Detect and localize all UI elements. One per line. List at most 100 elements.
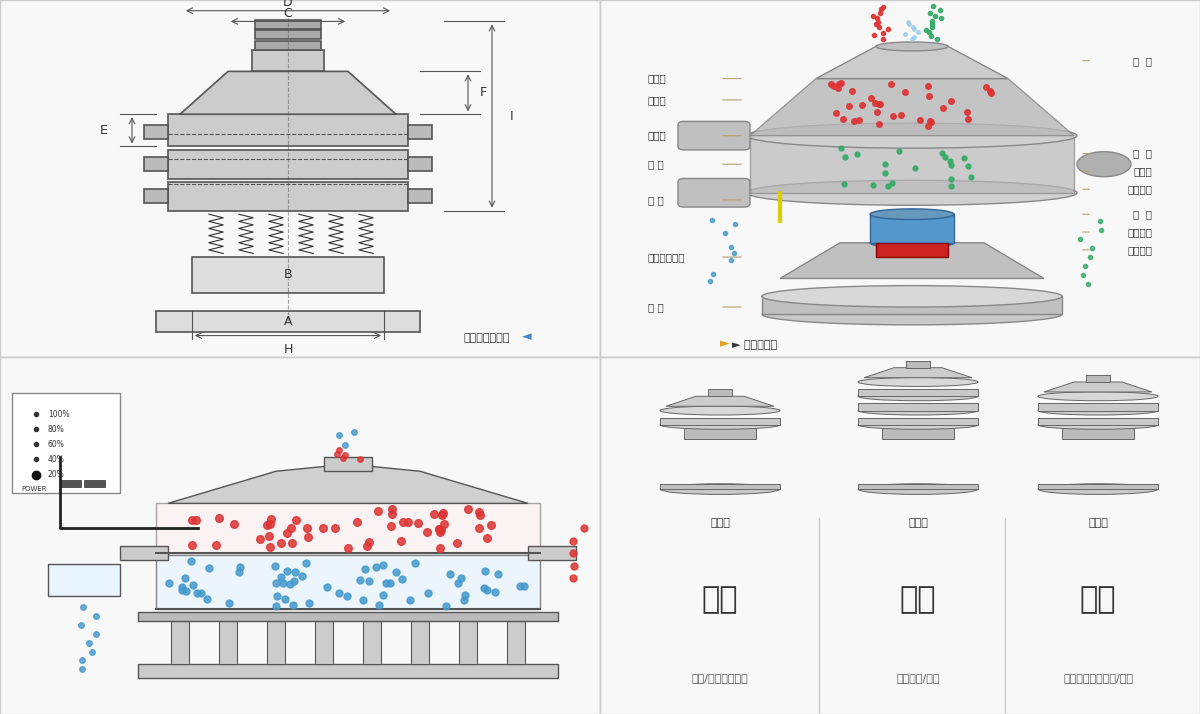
Text: 除雜: 除雜	[1080, 585, 1116, 614]
Bar	[256, 30, 322, 39]
Text: 運輸固定螺栓: 運輸固定螺栓	[648, 252, 685, 262]
Bar	[60, 480, 82, 487]
Bar	[144, 189, 168, 203]
Bar	[324, 457, 372, 471]
Text: I: I	[510, 109, 514, 123]
Ellipse shape	[762, 303, 1062, 325]
Ellipse shape	[746, 123, 1078, 148]
Bar	[138, 664, 558, 678]
Text: 60%: 60%	[48, 440, 65, 448]
Bar	[1038, 403, 1158, 411]
Text: 彈 簧: 彈 簧	[648, 195, 664, 205]
Ellipse shape	[1038, 421, 1158, 429]
Polygon shape	[750, 136, 1074, 193]
Ellipse shape	[858, 392, 978, 401]
Text: 網  架: 網 架	[1133, 149, 1152, 159]
Text: A: A	[283, 315, 293, 328]
Bar	[252, 50, 324, 71]
Ellipse shape	[870, 208, 954, 220]
Text: 上部重錘: 上部重錘	[1127, 184, 1152, 194]
Ellipse shape	[858, 406, 978, 415]
Text: 單層式: 單層式	[710, 518, 730, 528]
Text: ► 結構示意圖: ► 結構示意圖	[732, 340, 778, 350]
Bar	[528, 546, 576, 560]
Text: ►: ►	[720, 337, 730, 350]
Text: POWER: POWER	[22, 486, 47, 492]
Bar	[858, 418, 978, 425]
Bar	[138, 612, 558, 621]
Bar	[882, 425, 954, 439]
Bar	[876, 243, 948, 257]
Bar	[660, 418, 780, 425]
Polygon shape	[666, 396, 774, 406]
Polygon shape	[750, 79, 1074, 136]
Polygon shape	[168, 464, 528, 503]
Polygon shape	[816, 46, 1008, 79]
Ellipse shape	[1078, 152, 1132, 177]
Text: 加重塊: 加重塊	[1133, 166, 1152, 176]
Bar	[144, 157, 168, 171]
Text: 100%: 100%	[48, 410, 70, 418]
Text: 去除液體中的顆粒/異物: 去除液體中的顆粒/異物	[1063, 673, 1133, 683]
Bar	[858, 389, 978, 396]
Text: ◄: ◄	[522, 330, 532, 343]
Ellipse shape	[858, 378, 978, 386]
Bar	[708, 389, 732, 396]
Bar	[168, 114, 408, 146]
Text: 顆粒/粉末準確分級: 顆粒/粉末準確分級	[691, 673, 749, 683]
Bar	[12, 393, 120, 493]
Text: 進料口: 進料口	[648, 74, 667, 84]
Ellipse shape	[1038, 406, 1158, 415]
Text: 去除異物/結塊: 去除異物/結塊	[896, 673, 940, 683]
Ellipse shape	[870, 237, 954, 248]
Bar	[1086, 375, 1110, 382]
Bar	[364, 621, 382, 664]
Bar	[1062, 425, 1134, 439]
Text: E: E	[100, 124, 108, 137]
Bar	[314, 621, 332, 664]
Text: 雙層式: 雙層式	[1088, 518, 1108, 528]
Text: F: F	[480, 86, 487, 99]
Bar	[192, 257, 384, 293]
Ellipse shape	[1038, 392, 1158, 401]
Ellipse shape	[858, 484, 978, 494]
Text: D: D	[283, 0, 293, 9]
Text: H: H	[283, 343, 293, 356]
Ellipse shape	[746, 180, 1078, 206]
Text: 篩  網: 篩 網	[1133, 56, 1152, 66]
Ellipse shape	[762, 286, 1062, 307]
Bar	[858, 403, 978, 411]
Bar	[48, 564, 120, 596]
Bar	[256, 19, 322, 29]
Polygon shape	[1044, 382, 1152, 392]
Bar	[408, 125, 432, 139]
Bar	[156, 311, 420, 332]
Bar	[870, 214, 954, 243]
Text: B: B	[283, 268, 293, 281]
Bar	[858, 484, 978, 489]
Text: C: C	[283, 6, 293, 19]
Ellipse shape	[876, 42, 948, 51]
Bar	[84, 480, 106, 487]
Text: 三層式: 三層式	[908, 518, 928, 528]
Bar	[408, 157, 432, 171]
Bar	[508, 621, 526, 664]
Text: 過濾: 過濾	[900, 585, 936, 614]
FancyBboxPatch shape	[678, 178, 750, 207]
Bar	[408, 189, 432, 203]
Bar	[1038, 484, 1158, 489]
Bar	[218, 621, 236, 664]
Ellipse shape	[660, 421, 780, 429]
Polygon shape	[180, 71, 396, 114]
Text: 機 座: 機 座	[648, 302, 664, 312]
Text: 80%: 80%	[48, 425, 65, 433]
Text: 下部重錘: 下部重錘	[1127, 245, 1152, 255]
Text: 分級: 分級	[702, 585, 738, 614]
Text: 40%: 40%	[48, 455, 65, 463]
Bar	[156, 503, 540, 553]
Bar	[762, 296, 1062, 314]
Text: 出料口: 出料口	[648, 131, 667, 141]
Bar	[256, 41, 322, 50]
Text: 防塵蓋: 防塵蓋	[648, 95, 667, 105]
Bar	[1038, 418, 1158, 425]
